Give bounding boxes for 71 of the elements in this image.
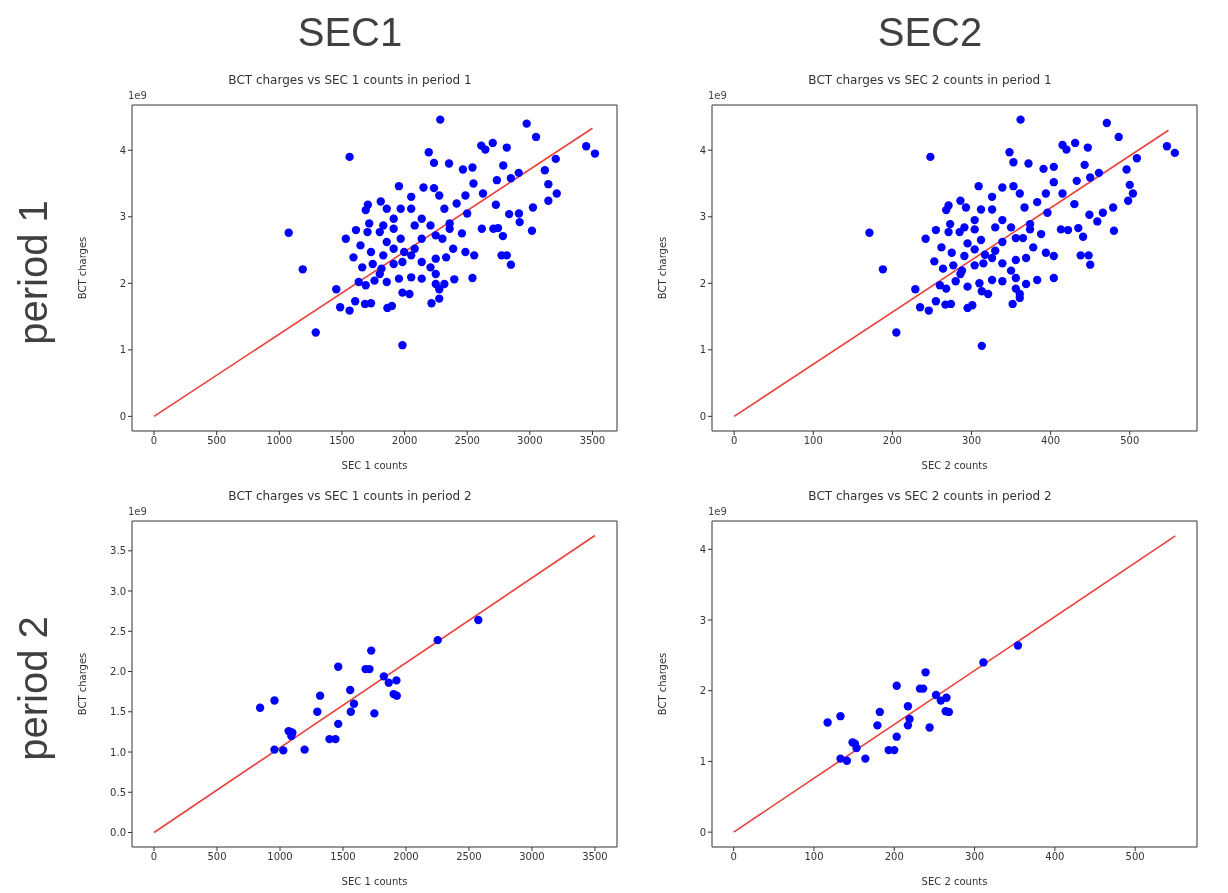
y-tick-label: 4 bbox=[699, 144, 706, 156]
x-tick-label: 3500 bbox=[582, 851, 608, 863]
x-tick-label: 300 bbox=[961, 435, 982, 447]
x-tick-label: 2500 bbox=[456, 851, 482, 863]
x-axis-title: SEC 1 counts bbox=[341, 876, 408, 887]
text: 1e9 bbox=[708, 506, 727, 517]
y-tick-label: 1.0 bbox=[110, 746, 126, 758]
x-tick-label: 1500 bbox=[329, 435, 355, 447]
x-tick-label: 0 bbox=[730, 851, 737, 863]
chart-title: BCT charges vs SEC 2 counts in period 1 bbox=[807, 72, 1053, 89]
x-tick-label: 500 bbox=[207, 435, 227, 447]
y-tick-label: 2.5 bbox=[110, 625, 126, 637]
text: 1e9 bbox=[128, 90, 147, 101]
chart-title: BCT charges vs SEC 1 counts in period 2 bbox=[227, 488, 473, 505]
x-axis-title: SEC 2 counts bbox=[921, 460, 988, 471]
x-tick-label: 1000 bbox=[267, 851, 293, 863]
x-tick-label: 200 bbox=[884, 851, 904, 863]
y-tick-label: 3.5 bbox=[110, 545, 126, 557]
text: 1e9 bbox=[708, 90, 727, 101]
y-tick-label: 0 bbox=[699, 826, 706, 838]
y-tick-label: 4 bbox=[119, 144, 126, 156]
x-tick-label: 400 bbox=[1041, 435, 1061, 447]
x-axis-title: SEC 2 counts bbox=[921, 876, 988, 887]
text: period 2 bbox=[10, 616, 56, 761]
y-tick-label: 1.5 bbox=[110, 706, 126, 718]
y-tick-label: 1 bbox=[699, 755, 706, 767]
x-tick-label: 1000 bbox=[266, 435, 293, 447]
x-tick-label: 2000 bbox=[391, 435, 418, 447]
y-tick-label: 3.0 bbox=[110, 585, 126, 597]
chart-title: BCT charges vs SEC 2 counts in period 2 bbox=[807, 488, 1053, 505]
y-axis-title: BCT charges bbox=[656, 236, 668, 300]
x-tick-label: 500 bbox=[1120, 435, 1140, 447]
y-tick-label: 2 bbox=[699, 685, 706, 697]
text: SEC1 bbox=[296, 10, 404, 55]
x-tick-label: 0 bbox=[150, 435, 158, 447]
y-tick-label: 3 bbox=[119, 211, 126, 223]
y-tick-label: 0.5 bbox=[110, 786, 126, 798]
y-tick-label: 0 bbox=[119, 410, 126, 422]
y-axis-title: BCT charges bbox=[656, 652, 668, 716]
x-tick-label: 200 bbox=[882, 435, 902, 447]
x-tick-label: 400 bbox=[1045, 851, 1065, 863]
x-tick-label: 0 bbox=[730, 435, 738, 447]
text: period 1 bbox=[10, 200, 56, 345]
x-tick-label: 0 bbox=[150, 851, 158, 863]
y-tick-label: 2 bbox=[699, 277, 706, 289]
y-tick-label: 0.0 bbox=[110, 827, 126, 839]
y-tick-label: 3 bbox=[699, 614, 706, 626]
x-axis-title: SEC 1 counts bbox=[341, 460, 408, 471]
x-tick-label: 2000 bbox=[393, 851, 419, 863]
y-axis-title: BCT charges bbox=[76, 236, 88, 300]
y-tick-label: 1 bbox=[119, 344, 126, 356]
x-tick-label: 3000 bbox=[517, 435, 543, 447]
y-tick-label: 2.0 bbox=[110, 666, 126, 678]
x-tick-label: 500 bbox=[1125, 851, 1145, 863]
x-tick-label: 100 bbox=[803, 435, 823, 447]
x-tick-label: 3000 bbox=[519, 851, 545, 863]
x-tick-label: 500 bbox=[207, 851, 227, 863]
x-tick-label: 100 bbox=[804, 851, 824, 863]
x-tick-label: 3500 bbox=[579, 435, 606, 447]
x-tick-label: 300 bbox=[965, 851, 985, 863]
y-tick-label: 1 bbox=[699, 344, 706, 356]
x-tick-label: 1500 bbox=[330, 851, 356, 863]
y-tick-label: 2 bbox=[119, 277, 126, 289]
x-tick-label: 2500 bbox=[454, 435, 480, 447]
text: SEC2 bbox=[876, 10, 984, 55]
y-axis-title: BCT charges bbox=[76, 652, 88, 716]
y-tick-label: 3 bbox=[699, 211, 706, 223]
text: 1e9 bbox=[128, 506, 147, 517]
y-tick-label: 4 bbox=[699, 543, 706, 555]
y-tick-label: 0 bbox=[699, 410, 706, 422]
chart-title: BCT charges vs SEC 1 counts in period 1 bbox=[227, 72, 473, 89]
